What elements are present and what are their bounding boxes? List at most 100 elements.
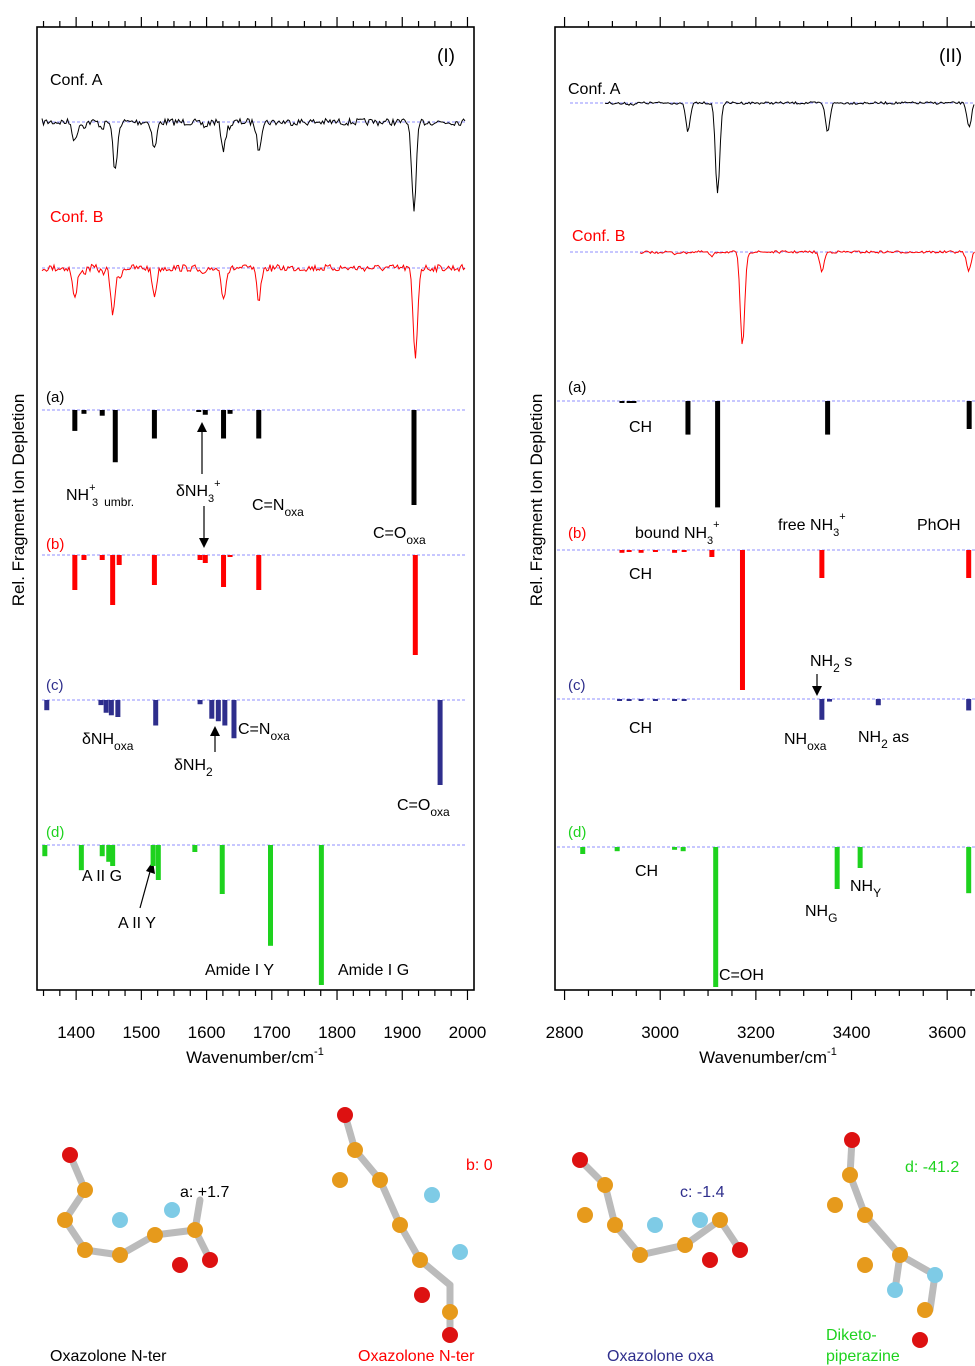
panel-1-series-c-stick <box>215 700 221 722</box>
structure-d-caption: Diketo- <box>826 1327 877 1344</box>
annot-dnh2-main: δNH <box>174 757 206 774</box>
annot-cn-oxa-c: C=Noxa <box>238 721 290 743</box>
panel-2-tick-label: 2800 <box>546 1023 584 1042</box>
panel-1-xlabel: Wavenumber/cm-1 <box>186 1046 324 1067</box>
arrow-dnh3-up-head <box>197 422 207 432</box>
panel-2-series-a-stick <box>825 401 831 435</box>
panel-2-series-c-label: (c) <box>568 677 586 694</box>
panel-1-series-d-stick <box>99 845 105 857</box>
panel-1-series-d-stick <box>150 845 156 866</box>
panel-1-series-b-stick <box>412 555 418 655</box>
annot-free-nh3-main: free NH <box>778 517 833 534</box>
panel-1-conf-b-label: Conf. B <box>50 209 103 226</box>
annot-aii-g: A II G <box>82 868 122 885</box>
annot-co-oxa-c-main: C=O <box>397 797 430 814</box>
annot-bound-nh3-sup: + <box>713 519 719 531</box>
panel-1-series-c-stick <box>197 700 203 705</box>
panel-2-label: (II) <box>939 46 962 67</box>
panel-1-series-d-stick <box>106 845 112 862</box>
annot-nh3-umbr: NH+ 3 umbr. <box>66 482 134 509</box>
annot-dnh3: δNH3+ <box>176 478 221 505</box>
annot-nh-y-sub: Y <box>873 886 881 900</box>
panel-2-series-d-stick <box>857 847 863 868</box>
panel-2-exp-trace-confa <box>604 100 975 194</box>
panel-1-series-d-label: (d) <box>46 824 64 841</box>
panel-2-series-a-stick <box>626 401 632 403</box>
arrow-nh2s-head <box>812 686 822 696</box>
panel-2-exp-trace-confb <box>639 249 975 345</box>
annot-nh2as: NH2 as <box>858 729 909 751</box>
panel-1-conf-a-label: Conf. A <box>50 72 103 89</box>
panel-2-series-b-label: (b) <box>568 525 586 542</box>
panel-1-series-c-stick <box>437 700 443 785</box>
panel-2-series-a-stick <box>631 401 637 403</box>
annot-dnh-oxa-main: δNH <box>82 731 114 748</box>
panel-1-series-a-stick <box>411 410 417 505</box>
panel-2-tick-label: 3000 <box>641 1023 679 1042</box>
molecule-d <box>827 1132 943 1348</box>
panel-2-series-b-stick <box>652 550 658 552</box>
annot-aii-y: A II Y <box>118 915 156 932</box>
annot-dnh3-sup: + <box>214 478 220 490</box>
annot-nh-oxa-sub: oxa <box>807 739 827 753</box>
panel-2-series-d-stick <box>672 847 678 850</box>
annot-dnh2: δNH2 <box>174 757 213 779</box>
panel-1-series-d-stick <box>268 845 274 946</box>
panel-2-conf-b-label: Conf. B <box>572 228 625 245</box>
annot-dnh-oxa: δNHoxa <box>82 731 134 753</box>
annot-phoh: PhOH <box>917 517 961 534</box>
panel-1-tick-label: 2000 <box>449 1023 487 1042</box>
panel-1-series-c-stick <box>115 700 121 717</box>
panel-2-series-d-stick <box>580 847 586 854</box>
panel-1-series-c-stick <box>222 700 228 726</box>
panel-2-series-b-stick <box>966 550 972 578</box>
panel-1-series-d-stick <box>155 845 161 880</box>
panel-1-tick-label: 1600 <box>188 1023 226 1042</box>
panel-2-series-a-label: (a) <box>568 379 586 396</box>
panel-1-series-c-stick <box>153 700 159 726</box>
annot-cn-oxa-a-sub: oxa <box>284 505 304 519</box>
panel-2-series-b-stick <box>619 550 625 553</box>
panel-2-series-b-stick <box>672 550 678 553</box>
annot-amide-ig: Amide I G <box>338 962 409 979</box>
panel-2-series-c-stick <box>617 699 623 701</box>
panel-1-series-a-stick <box>81 410 87 414</box>
structure-b-caption: Oxazolone N-ter <box>358 1348 475 1365</box>
panel-1-series-b-stick <box>227 555 233 557</box>
panel-1-xlabel-sup: -1 <box>314 1046 324 1058</box>
structure-d-energy: d: -41.2 <box>905 1159 959 1176</box>
panel-1-series-c-stick <box>108 700 114 716</box>
panel-2-frame <box>554 26 975 991</box>
panel-2-series-a-stick <box>619 401 625 403</box>
annot-dnh2-sub: 2 <box>206 765 213 779</box>
panel-2-series-a-stick <box>715 401 721 508</box>
panel-1-tick-label: 1400 <box>57 1023 95 1042</box>
structure-d-caption-line2: piperazine <box>826 1348 900 1365</box>
panel-1-series-a-stick <box>256 410 262 439</box>
annot-co-oxa-a-main: C=O <box>373 525 406 542</box>
panel-1-series-a-stick <box>221 410 227 439</box>
panel-2-tick-label: 3600 <box>928 1023 966 1042</box>
panel-2-series-c-stick <box>827 699 833 702</box>
panel-2-series-c-stick <box>875 699 881 706</box>
dynamic-marks: 1400 1500 1600 1700 1800 1900 2000 2800 3000 3200… <box>41 17 975 1042</box>
annot-nh3-umbr-sup: + <box>89 482 95 494</box>
panel-2-xlabel-sup: -1 <box>827 1046 837 1058</box>
annot-bound-nh3-sub: 3 <box>707 535 713 547</box>
panel-1-series-c-stick <box>44 700 50 711</box>
panel-2-series-d-label: (d) <box>568 824 586 841</box>
panel-2-series-b-stick <box>819 550 825 578</box>
panel-1-series-a-stick <box>227 410 233 414</box>
annot-cn-oxa-c-main: C=N <box>238 721 270 738</box>
annot-nh2as-main: NH <box>858 729 881 746</box>
panel-1-tick-label: 1700 <box>253 1023 291 1042</box>
panel-1-series-a-stick <box>99 410 105 416</box>
panel-1-series-a-label: (a) <box>46 389 64 406</box>
panel-2-series-b-stick <box>638 550 644 553</box>
panel-1-series-c-stick <box>231 700 237 739</box>
annot-nh-oxa-main: NH <box>784 731 807 748</box>
panel-1-series-b-stick <box>81 555 87 560</box>
panel-2-series-c-stick <box>672 699 678 701</box>
panel-1-tick-label: 1900 <box>383 1023 421 1042</box>
